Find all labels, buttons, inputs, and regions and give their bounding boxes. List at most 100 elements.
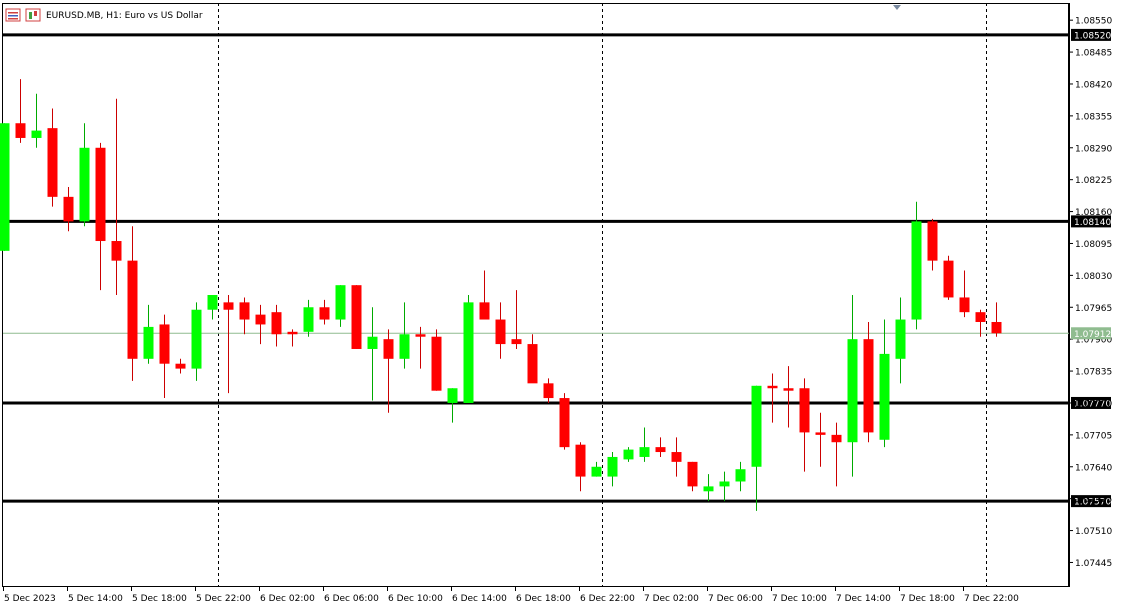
time-tick-label: 6 Dec 14:00 bbox=[452, 594, 507, 604]
candle-body bbox=[975, 312, 986, 322]
price-tick-label: 1.08030 bbox=[1075, 272, 1112, 282]
candle-body bbox=[191, 309, 202, 369]
candle-body bbox=[63, 196, 74, 222]
candle bbox=[367, 307, 378, 401]
candle-body bbox=[255, 314, 266, 325]
candle bbox=[879, 319, 890, 448]
time-tick-label: 7 Dec 18:00 bbox=[900, 594, 955, 604]
candle bbox=[623, 447, 634, 462]
price-tick-label: 1.07965 bbox=[1075, 304, 1112, 314]
candle-body bbox=[207, 295, 218, 310]
candle-body bbox=[831, 434, 842, 443]
candle-body bbox=[303, 307, 314, 332]
candle-body bbox=[127, 260, 138, 359]
candle bbox=[671, 437, 682, 477]
time-tick-label: 7 Dec 14:00 bbox=[836, 594, 891, 604]
candle bbox=[415, 326, 426, 369]
price-tick-label: 1.07770 bbox=[1075, 399, 1112, 409]
candles bbox=[0, 79, 1002, 511]
candle-body bbox=[815, 432, 826, 435]
candle bbox=[783, 366, 794, 428]
candle-body bbox=[703, 486, 714, 492]
level-price-tag bbox=[1071, 28, 1111, 41]
candle-body bbox=[735, 469, 746, 482]
candle bbox=[143, 304, 154, 364]
candle-body bbox=[351, 285, 362, 349]
candle-body bbox=[79, 147, 90, 222]
candle bbox=[815, 412, 826, 467]
candle bbox=[159, 314, 170, 399]
candle bbox=[975, 309, 986, 337]
candle-body bbox=[143, 326, 154, 359]
last-price-label: 1.07912 bbox=[1074, 330, 1111, 340]
candle-body bbox=[287, 331, 298, 335]
candle-body bbox=[447, 388, 458, 403]
candle-body bbox=[847, 339, 858, 443]
candle bbox=[895, 297, 906, 384]
price-tick-label: 1.08420 bbox=[1075, 80, 1112, 90]
candle bbox=[943, 255, 954, 300]
candle-body bbox=[559, 398, 570, 448]
candle-body bbox=[47, 128, 58, 197]
candle bbox=[639, 427, 650, 462]
candle-body bbox=[463, 302, 474, 403]
candle-body bbox=[927, 221, 938, 261]
level-price-label: 1.07770 bbox=[1074, 399, 1111, 409]
candle bbox=[575, 442, 586, 492]
candle bbox=[63, 187, 74, 232]
candle-body bbox=[31, 130, 42, 138]
candle bbox=[303, 299, 314, 337]
chart-type-icon[interactable] bbox=[25, 8, 41, 22]
candle bbox=[111, 98, 122, 295]
candle bbox=[335, 285, 346, 327]
candle bbox=[287, 329, 298, 347]
candle-body bbox=[959, 297, 970, 313]
candle-body bbox=[863, 339, 874, 433]
candle-body bbox=[479, 302, 490, 320]
candle bbox=[463, 295, 474, 403]
window-list-icon[interactable] bbox=[5, 8, 21, 22]
candle-body bbox=[575, 444, 586, 477]
candle bbox=[799, 378, 810, 472]
candle bbox=[607, 452, 618, 487]
candle bbox=[767, 373, 778, 423]
candle-body bbox=[159, 324, 170, 364]
candle-body bbox=[223, 302, 234, 310]
candle-body bbox=[415, 334, 426, 337]
price-tick-label: 1.08160 bbox=[1075, 208, 1112, 218]
candle bbox=[127, 226, 138, 381]
chart-header: EURUSD.MB, H1: Euro vs US Dollar bbox=[5, 8, 203, 22]
candle bbox=[751, 385, 762, 511]
candle bbox=[655, 437, 666, 457]
candle-body bbox=[655, 447, 666, 453]
candle-body bbox=[607, 456, 618, 477]
candle-body bbox=[543, 383, 554, 399]
candle-body bbox=[399, 334, 410, 359]
candle-body bbox=[943, 260, 954, 298]
chart-shift-marker[interactable] bbox=[893, 5, 901, 10]
price-tick-label: 1.08225 bbox=[1075, 176, 1112, 186]
candle-body bbox=[335, 285, 346, 320]
candle-body bbox=[383, 339, 394, 359]
candle-body bbox=[367, 336, 378, 349]
time-tick-label: 6 Dec 06:00 bbox=[324, 594, 379, 604]
candle-body bbox=[175, 363, 186, 369]
price-tick-label: 1.07835 bbox=[1075, 368, 1112, 378]
candle-body bbox=[767, 385, 778, 389]
time-tick-label: 5 Dec 18:00 bbox=[132, 594, 187, 604]
grid-layer bbox=[218, 3, 987, 587]
candle bbox=[911, 201, 922, 330]
candle bbox=[47, 108, 58, 207]
candle-body bbox=[799, 388, 810, 433]
level-price-label: 1.08140 bbox=[1074, 218, 1111, 228]
price-tick-label: 1.07640 bbox=[1075, 463, 1112, 473]
candle bbox=[399, 302, 410, 369]
candle-body bbox=[495, 319, 506, 345]
candle bbox=[207, 295, 218, 320]
candle-body bbox=[671, 452, 682, 462]
candle bbox=[0, 123, 10, 251]
price-tick-label: 1.08095 bbox=[1075, 240, 1112, 250]
time-axis: 5 Dec 2023 5 Dec 14:00 5 Dec 18:00 5 Dec 22… bbox=[3, 587, 1019, 604]
candle bbox=[991, 302, 1002, 337]
